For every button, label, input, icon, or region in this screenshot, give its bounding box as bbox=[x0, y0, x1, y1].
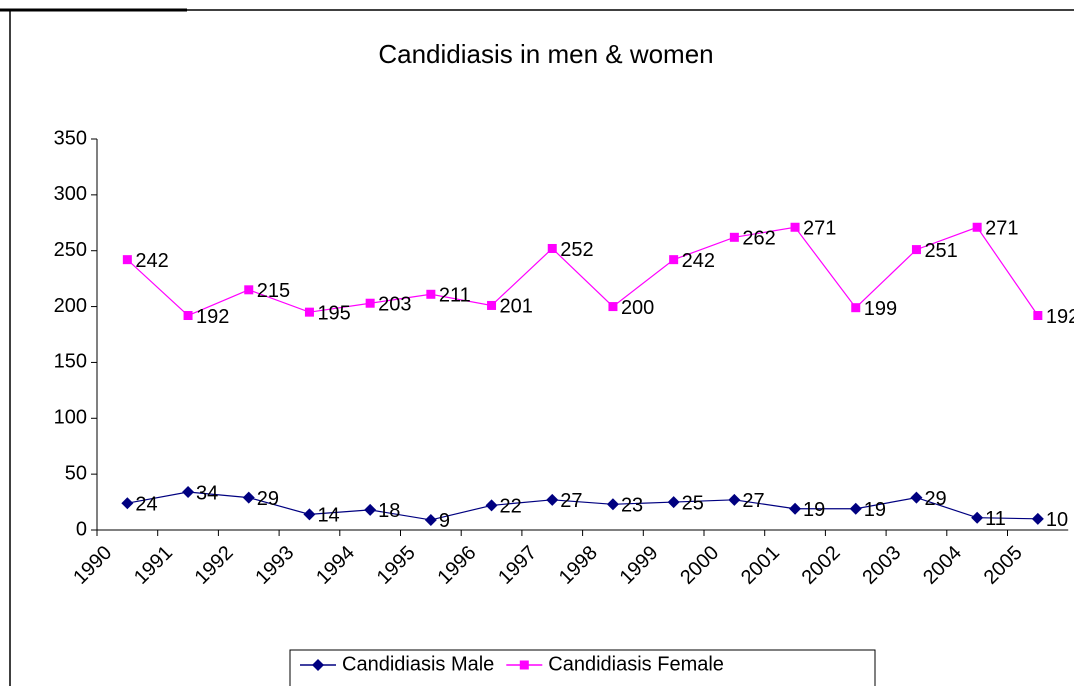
data-label: 34 bbox=[196, 482, 218, 504]
data-label: 27 bbox=[742, 490, 764, 512]
marker bbox=[312, 659, 324, 671]
marker bbox=[972, 222, 982, 232]
data-label: 195 bbox=[317, 302, 350, 324]
marker bbox=[122, 255, 132, 265]
data-label: 271 bbox=[985, 218, 1018, 240]
marker bbox=[729, 232, 739, 242]
marker bbox=[606, 498, 619, 511]
data-label: 242 bbox=[682, 250, 715, 272]
marker bbox=[789, 502, 802, 515]
y-tick-label: 350 bbox=[54, 127, 87, 149]
marker bbox=[547, 243, 557, 253]
series-line bbox=[127, 491, 1038, 521]
marker bbox=[182, 486, 195, 499]
data-label: 192 bbox=[1046, 306, 1074, 328]
marker bbox=[608, 302, 618, 312]
legend-box bbox=[289, 649, 876, 686]
marker bbox=[244, 285, 254, 295]
marker bbox=[849, 502, 862, 515]
y-tick-label: 0 bbox=[76, 518, 87, 540]
marker bbox=[304, 307, 314, 317]
legend-label: Candidiasis Male bbox=[342, 653, 494, 675]
y-tick-label: 300 bbox=[54, 183, 87, 205]
data-label: 29 bbox=[924, 488, 946, 510]
marker bbox=[667, 496, 680, 509]
marker bbox=[487, 300, 497, 310]
marker bbox=[669, 255, 679, 265]
data-label: 25 bbox=[682, 492, 704, 514]
marker bbox=[546, 493, 559, 506]
series-line bbox=[126, 226, 1039, 317]
data-label: 215 bbox=[257, 280, 290, 302]
marker bbox=[365, 298, 375, 308]
marker bbox=[728, 493, 741, 506]
data-label: 29 bbox=[257, 488, 279, 510]
data-label: 271 bbox=[803, 218, 836, 240]
data-label: 262 bbox=[742, 228, 775, 250]
marker bbox=[519, 660, 529, 670]
data-label: 199 bbox=[864, 298, 897, 320]
data-label: 203 bbox=[378, 294, 411, 316]
data-label: 27 bbox=[560, 490, 582, 512]
data-label: 24 bbox=[135, 493, 157, 515]
marker bbox=[364, 503, 377, 516]
chart-title: Candidiasis in men & women bbox=[378, 39, 713, 69]
y-tick-label: 250 bbox=[54, 239, 87, 261]
marker bbox=[910, 491, 923, 504]
data-label: 251 bbox=[924, 240, 957, 262]
marker bbox=[121, 497, 134, 510]
data-label: 10 bbox=[1046, 509, 1068, 531]
y-tick-label: 50 bbox=[65, 462, 87, 484]
y-tick-label: 200 bbox=[54, 295, 87, 317]
marker bbox=[424, 513, 437, 526]
data-label: 242 bbox=[135, 250, 168, 272]
data-label: 22 bbox=[500, 496, 522, 518]
legend-label: Candidiasis Female bbox=[548, 653, 724, 675]
marker bbox=[426, 289, 436, 299]
marker bbox=[303, 508, 316, 521]
marker bbox=[851, 303, 861, 313]
marker bbox=[183, 311, 193, 321]
data-label: 201 bbox=[500, 296, 533, 318]
marker bbox=[911, 245, 921, 255]
data-label: 9 bbox=[439, 510, 450, 532]
data-label: 252 bbox=[560, 239, 593, 261]
y-tick-label: 100 bbox=[54, 407, 87, 429]
data-label: 19 bbox=[864, 499, 886, 521]
data-label: 19 bbox=[803, 499, 825, 521]
marker bbox=[971, 511, 984, 524]
data-label: 11 bbox=[985, 508, 1006, 530]
chart-border bbox=[9, 9, 1074, 686]
y-tick-label: 150 bbox=[54, 351, 87, 373]
marker bbox=[1033, 311, 1043, 321]
data-label: 192 bbox=[196, 306, 229, 328]
marker bbox=[242, 491, 255, 504]
marker bbox=[1031, 512, 1044, 525]
data-label: 14 bbox=[317, 505, 339, 527]
data-label: 211 bbox=[439, 285, 471, 307]
marker bbox=[485, 499, 498, 512]
data-label: 200 bbox=[621, 297, 654, 319]
marker bbox=[790, 222, 800, 232]
data-label: 23 bbox=[621, 495, 643, 517]
data-label: 18 bbox=[378, 500, 400, 522]
